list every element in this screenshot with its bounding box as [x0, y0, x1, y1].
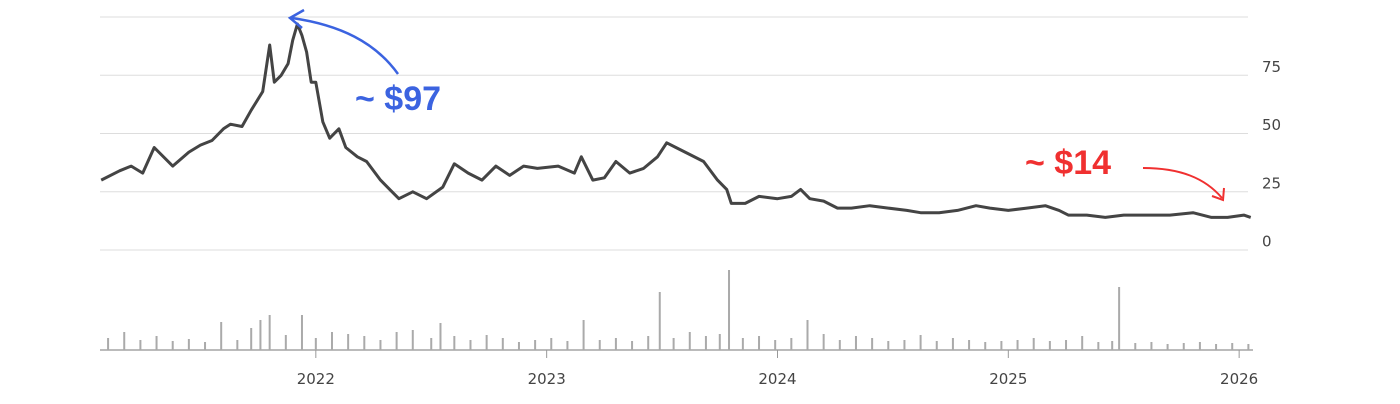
volume-bar	[672, 338, 675, 350]
volume-bar	[935, 341, 938, 350]
volume-bar	[728, 270, 731, 350]
volume-bar	[758, 336, 761, 350]
volume-bar	[347, 334, 350, 350]
volume-bar	[1032, 338, 1035, 350]
x-tick-label: 2023	[528, 370, 566, 388]
y-tick-label: 50	[1262, 116, 1281, 134]
volume-bar	[1134, 343, 1137, 350]
volume-bar	[250, 328, 253, 350]
y-tick-label: 25	[1262, 174, 1281, 192]
volume-bar	[854, 336, 857, 350]
volume-bar	[155, 336, 158, 350]
volume-bar	[236, 340, 239, 350]
volume-bar	[582, 320, 585, 350]
arrow	[291, 16, 400, 75]
volume-bar	[107, 338, 110, 350]
x-tick-label: 2026	[1220, 370, 1258, 388]
volume-bar	[411, 330, 414, 350]
volume-bar	[1198, 342, 1201, 350]
volume-bar	[566, 341, 569, 350]
volume-bar	[330, 332, 333, 350]
volume-bar	[658, 292, 661, 350]
volume-bar	[259, 320, 262, 350]
volume-bar	[688, 332, 691, 350]
volume-bar	[887, 341, 890, 350]
volume-bar	[741, 338, 744, 350]
volume-bar	[822, 334, 825, 350]
volume-bar	[1166, 344, 1169, 350]
volume-bar	[903, 340, 906, 350]
volume-bar	[430, 338, 433, 350]
volume-bar	[704, 336, 707, 350]
volume-bar	[1065, 340, 1068, 350]
x-tick-label: 2025	[989, 370, 1027, 388]
volume-bar	[1182, 343, 1185, 350]
volume-bar	[968, 340, 971, 350]
volume-bar	[363, 336, 366, 350]
arrow-head	[287, 8, 305, 29]
volume-bar	[614, 338, 617, 350]
volume-bar	[774, 340, 777, 350]
volume-bar	[1016, 340, 1019, 350]
volume-bar	[806, 320, 809, 350]
volume-bar	[284, 335, 287, 350]
volume-bar	[517, 342, 520, 350]
arrow-head	[1211, 187, 1225, 202]
volume-bar	[204, 342, 207, 350]
volume-bar	[838, 340, 841, 350]
volume-bar	[631, 341, 634, 350]
volume-bar	[1247, 344, 1250, 350]
volume-bar	[598, 340, 601, 350]
volume-bar	[171, 341, 174, 350]
volume-bar	[534, 340, 537, 350]
annotation: ~ $97	[355, 80, 441, 118]
volume-bar	[951, 338, 954, 350]
volume-bar	[647, 336, 650, 350]
x-tick-label: 2024	[758, 370, 796, 388]
volume-bar	[1048, 341, 1051, 350]
volume-bar	[1000, 341, 1003, 350]
volume-bar	[550, 338, 553, 350]
volume-bar	[395, 332, 398, 350]
volume-bar	[1097, 342, 1100, 350]
volume-bar	[485, 335, 488, 350]
volume-bar	[314, 338, 317, 350]
volume-bar	[268, 315, 271, 350]
volume-bar	[790, 338, 793, 350]
y-tick-label: 0	[1262, 233, 1272, 251]
volume-bar	[379, 340, 382, 350]
annotation: ~ $14	[1025, 144, 1111, 182]
y-tick-label: 75	[1262, 58, 1281, 76]
volume-bar	[1118, 287, 1121, 350]
price-line	[100, 22, 1252, 219]
volume-bar	[1150, 342, 1153, 350]
volume-bar	[123, 332, 126, 350]
volume-bar	[984, 342, 987, 350]
volume-bar	[501, 338, 504, 350]
volume-bar	[871, 338, 874, 350]
volume-bar	[439, 323, 442, 350]
arrow	[1142, 167, 1223, 199]
volume-bar	[469, 340, 472, 350]
volume-bar	[1231, 343, 1234, 350]
volume-bar	[1081, 336, 1084, 350]
volume-bar	[187, 339, 190, 350]
volume-bar	[300, 315, 303, 350]
volume-bar	[919, 335, 922, 350]
volume-bar	[220, 322, 223, 350]
volume-bar	[139, 340, 142, 350]
volume-bar	[453, 336, 456, 350]
x-tick-label: 2022	[297, 370, 335, 388]
volume-bar	[1111, 341, 1114, 350]
volume-bar	[1215, 344, 1218, 350]
volume-bar	[718, 334, 721, 350]
